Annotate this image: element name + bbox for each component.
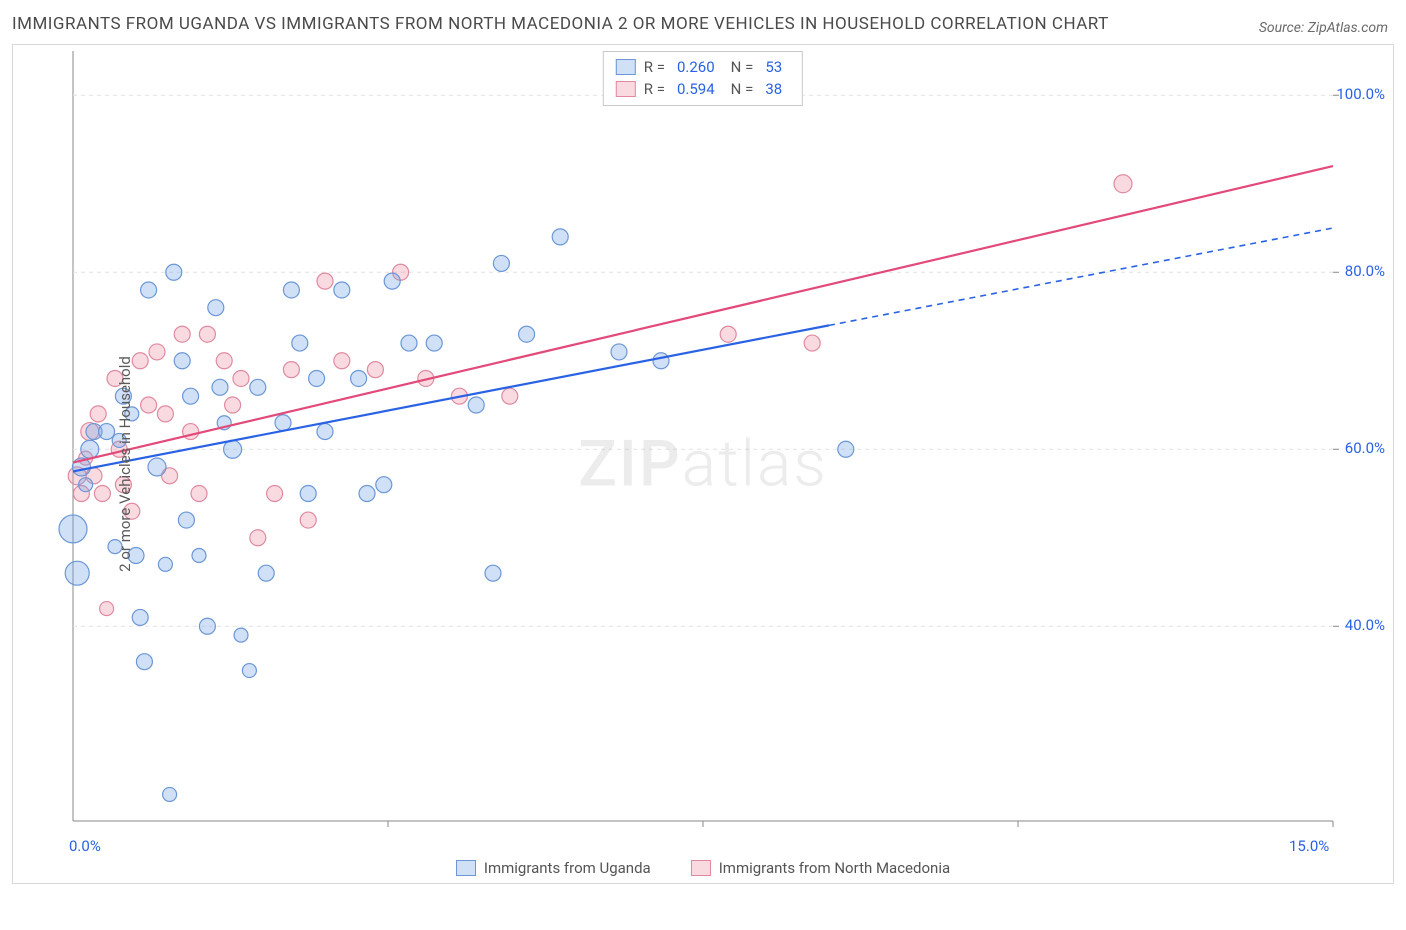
y-tick-label: 80.0% <box>1345 262 1385 280</box>
bottom-legend: Immigrants from Uganda Immigrants from N… <box>13 859 1393 877</box>
legend-label-1: Immigrants from Uganda <box>484 859 651 877</box>
chart-source: Source: ZipAtlas.com <box>1259 20 1394 38</box>
x-tick-label: 15.0% <box>1289 837 1329 855</box>
r-value-1: 0.260 <box>677 56 715 79</box>
x-tick-label: 0.0% <box>69 837 101 855</box>
legend-label-2: Immigrants from North Macedonia <box>719 859 950 877</box>
chart-container: 2 or more Vehicles in Household ZIPatlas… <box>12 44 1394 884</box>
n-value-1: 53 <box>765 56 782 79</box>
stats-row-series-2: R = 0.594 N = 38 <box>616 78 790 101</box>
y-tick-label: 100.0% <box>1336 85 1385 103</box>
stats-row-series-1: R = 0.260 N = 53 <box>616 56 790 79</box>
swatch-series-2 <box>616 81 636 97</box>
swatch-series-1 <box>616 59 636 75</box>
y-axis-label: 2 or more Vehicles in Household <box>116 356 134 572</box>
r-value-2: 0.594 <box>677 78 715 101</box>
n-label: N = <box>731 78 754 101</box>
r-label: R = <box>644 78 665 101</box>
swatch-series-1 <box>456 860 476 876</box>
stats-legend: R = 0.260 N = 53 R = 0.594 N = 38 <box>603 51 803 106</box>
scatter-plot <box>13 45 1395 885</box>
chart-title: IMMIGRANTS FROM UGANDA VS IMMIGRANTS FRO… <box>12 12 1109 38</box>
legend-item-2: Immigrants from North Macedonia <box>691 859 950 877</box>
y-tick-label: 40.0% <box>1345 616 1385 634</box>
chart-header: IMMIGRANTS FROM UGANDA VS IMMIGRANTS FRO… <box>12 12 1394 38</box>
n-label: N = <box>731 56 754 79</box>
y-tick-label: 60.0% <box>1345 439 1385 457</box>
swatch-series-2 <box>691 860 711 876</box>
legend-item-1: Immigrants from Uganda <box>456 859 651 877</box>
n-value-2: 38 <box>765 78 782 101</box>
r-label: R = <box>644 56 665 79</box>
